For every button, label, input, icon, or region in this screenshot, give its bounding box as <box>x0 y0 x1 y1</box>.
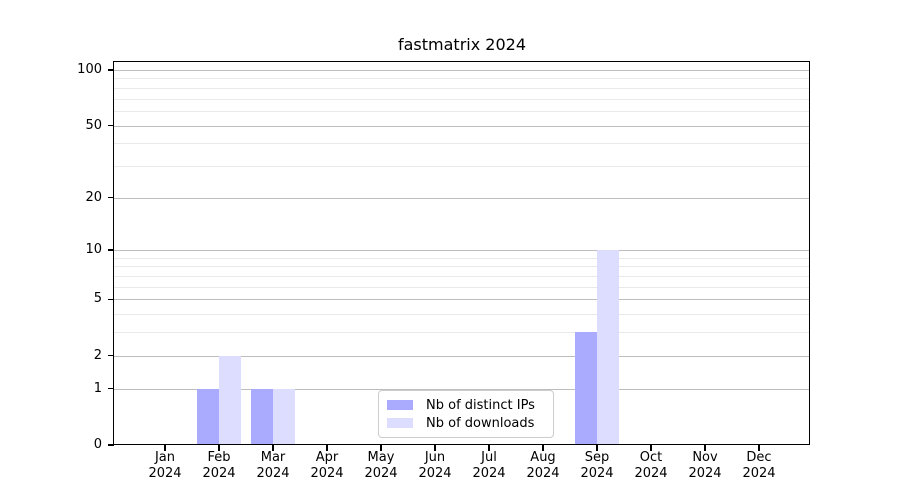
legend-item: Nb of downloads <box>385 416 547 431</box>
y-tick-label: 2 <box>93 347 102 363</box>
x-tick-year: 2024 <box>310 466 344 481</box>
y-tick-mark <box>108 298 114 301</box>
minor-gridline <box>114 143 810 145</box>
x-tick-label: Mar 2024 <box>246 450 300 482</box>
x-tick-year: 2024 <box>526 466 560 481</box>
y-tick-mark <box>108 444 114 446</box>
x-tick-mark <box>380 445 382 451</box>
major-gridline <box>114 299 810 301</box>
x-tick-year: 2024 <box>148 466 182 481</box>
x-tick-year: 2024 <box>364 466 398 481</box>
x-tick-label: Dec 2024 <box>732 450 786 482</box>
major-gridline <box>114 355 810 357</box>
minor-gridline <box>114 257 810 259</box>
legend: Nb of distinct IPs Nb of downloads <box>378 390 554 438</box>
x-tick-mark <box>434 445 436 451</box>
x-tick-year: 2024 <box>688 466 722 481</box>
bar <box>197 388 219 445</box>
y-tick-mark <box>108 196 114 199</box>
y-tick-label: 1 <box>93 380 102 396</box>
major-gridline <box>114 197 810 199</box>
bar <box>219 355 241 445</box>
legend-swatch-distinct-ips <box>387 400 413 410</box>
x-tick-label: Jul 2024 <box>462 450 516 482</box>
legend-swatch-downloads <box>387 418 413 428</box>
x-tick-year: 2024 <box>418 466 452 481</box>
y-tick-label: 0 <box>93 437 102 452</box>
minor-gridline <box>114 266 810 268</box>
y-tick-mark <box>108 387 114 390</box>
minor-gridline <box>114 98 810 100</box>
x-tick-year: 2024 <box>202 466 236 481</box>
x-tick-label: Feb 2024 <box>192 450 246 482</box>
x-tick-mark <box>488 445 490 451</box>
x-tick-year: 2024 <box>472 466 506 481</box>
x-tick-mark <box>164 445 166 451</box>
bar <box>273 388 295 445</box>
y-tick-label: 5 <box>93 291 102 307</box>
major-gridline <box>114 125 810 127</box>
y-tick-mark <box>108 124 114 127</box>
bar <box>251 388 273 445</box>
y-tick-mark <box>108 354 114 357</box>
x-tick-mark <box>758 445 760 451</box>
x-tick-mark <box>650 445 652 451</box>
bar <box>597 250 619 445</box>
plot-border <box>113 61 810 445</box>
x-tick-mark <box>542 445 544 451</box>
major-gridline <box>114 250 810 252</box>
y-tick-mark <box>108 69 114 71</box>
x-tick-label: May 2024 <box>354 450 408 482</box>
x-tick-year: 2024 <box>256 466 290 481</box>
major-gridline <box>114 388 810 390</box>
minor-gridline <box>114 87 810 89</box>
x-tick-label: Jun 2024 <box>408 450 462 482</box>
minor-gridline <box>114 165 810 167</box>
x-tick-label: Oct 2024 <box>624 450 678 482</box>
x-tick-mark <box>218 445 220 451</box>
legend-label-distinct-ips: Nb of distinct IPs <box>426 397 535 413</box>
chart-title: fastmatrix 2024 <box>397 35 526 54</box>
y-tick-label: 20 <box>85 189 102 205</box>
minor-gridline <box>114 332 810 334</box>
legend-label-downloads: Nb of downloads <box>426 415 535 431</box>
x-tick-mark <box>704 445 706 451</box>
minor-gridline <box>114 110 810 112</box>
x-tick-year: 2024 <box>580 466 614 481</box>
x-tick-mark <box>272 445 274 451</box>
y-tick-label: 50 <box>85 117 102 133</box>
x-tick-label: Apr 2024 <box>300 450 354 482</box>
x-tick-year: 2024 <box>742 466 776 481</box>
x-tick-label: Jan 2024 <box>138 450 192 482</box>
x-tick-mark <box>596 445 598 451</box>
x-tick-label: Aug 2024 <box>516 450 570 482</box>
y-tick-mark <box>108 249 114 251</box>
minor-gridline <box>114 78 810 80</box>
x-tick-mark <box>326 445 328 451</box>
legend-item: Nb of distinct IPs <box>385 398 547 413</box>
y-tick-label: 10 <box>85 242 102 258</box>
x-tick-year: 2024 <box>634 466 668 481</box>
x-tick-label: Nov 2024 <box>678 450 732 482</box>
minor-gridline <box>114 276 810 278</box>
bar <box>575 332 597 445</box>
major-gridline <box>114 69 810 71</box>
y-tick-label: 100 <box>77 61 102 77</box>
x-tick-label: Sep 2024 <box>570 450 624 482</box>
minor-gridline <box>114 314 810 316</box>
minor-gridline <box>114 286 810 288</box>
